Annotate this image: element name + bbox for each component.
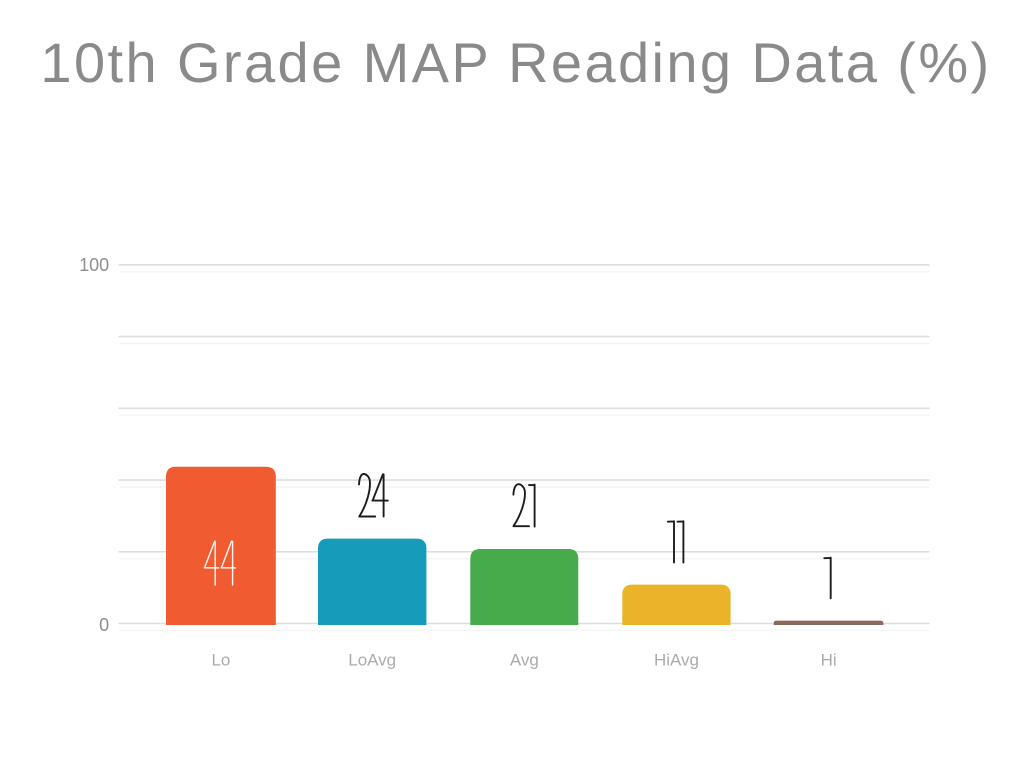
svg-text:HiAvg: HiAvg bbox=[654, 651, 699, 670]
svg-text:Hi: Hi bbox=[821, 651, 837, 670]
svg-text:0: 0 bbox=[99, 615, 109, 635]
svg-text:LoAvg: LoAvg bbox=[348, 651, 396, 670]
svg-text:Avg: Avg bbox=[510, 651, 539, 670]
svg-text:100: 100 bbox=[79, 255, 109, 275]
svg-text:Lo: Lo bbox=[211, 651, 230, 670]
